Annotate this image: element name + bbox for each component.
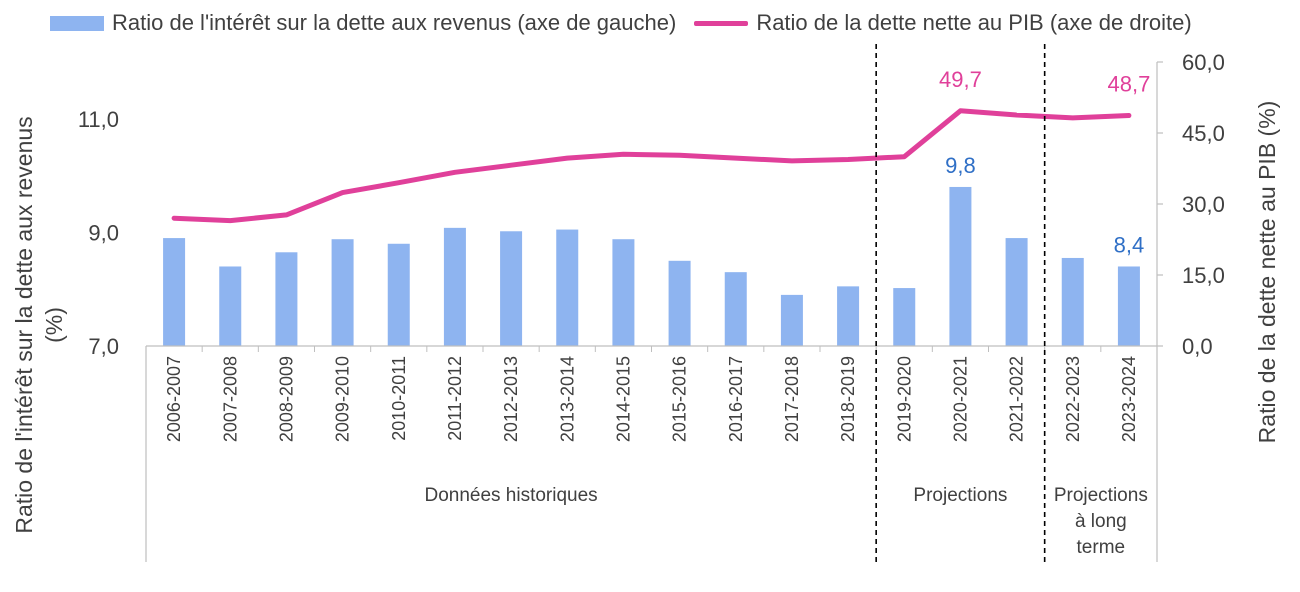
- right-tick-label: 0,0: [1182, 334, 1213, 359]
- bar-2012-2013: [500, 231, 523, 346]
- bar-2008-2009: [275, 252, 298, 346]
- bar-2009-2010: [331, 239, 354, 346]
- category-label: 2012-2013: [501, 356, 521, 442]
- line-data-label: 49,7: [939, 67, 982, 92]
- category-label: 2019-2020: [894, 356, 914, 442]
- chart-legend: Ratio de l'intérêt sur la dette aux reve…: [50, 8, 1210, 38]
- legend-bar-label: Ratio de l'intérêt sur la dette aux reve…: [112, 10, 677, 35]
- bar-data-label: 8,4: [1114, 232, 1145, 257]
- left-tick-label: 9,0: [88, 220, 119, 245]
- category-label: 2023-2024: [1119, 356, 1139, 442]
- right-tick-label: 15,0: [1182, 263, 1225, 288]
- bar-data-label: 9,8: [945, 153, 976, 178]
- bar-2007-2008: [219, 266, 242, 346]
- right-axis-title: Ratio de la dette nette au PIB (%): [1254, 101, 1280, 444]
- group-label: Projections: [913, 485, 1007, 506]
- bars-series: [163, 186, 1140, 346]
- labels: 7,0 9,0 11,0 0,0 15,0 30,0 45,0 60,0 2006-2007 20…: [11, 50, 1280, 558]
- bar-2010-2011: [387, 243, 410, 346]
- left-axis-title-line: Ratio de l'intérêt sur la dette aux reve…: [11, 116, 37, 533]
- bar-2017-2018: [780, 294, 803, 346]
- right-tick-label: 45,0: [1182, 121, 1225, 146]
- line-series: [171, 108, 1132, 224]
- bar-2018-2019: [837, 286, 860, 346]
- left-tick-label: 11,0: [78, 107, 119, 132]
- category-label: 2014-2015: [613, 356, 633, 442]
- group-label-line: Données historiques: [424, 485, 597, 506]
- bar-2015-2016: [668, 260, 691, 346]
- line-data-label: 48,7: [1108, 71, 1151, 96]
- group-label-line: Projections: [1054, 485, 1148, 506]
- group-label: Projections à long terme: [1054, 485, 1148, 558]
- bar-2020-2021: [949, 186, 972, 346]
- group-label-line: terme: [1077, 537, 1126, 558]
- left-tick-label: 7,0: [88, 334, 119, 359]
- bar-2016-2017: [724, 272, 747, 346]
- category-label: 2007-2008: [220, 356, 240, 442]
- right-tick-label: 60,0: [1182, 50, 1225, 75]
- category-label: 2006-2007: [164, 356, 184, 442]
- legend-item-bar: Ratio de l'intérêt sur la dette aux reve…: [50, 10, 676, 36]
- group-label-line: à long: [1075, 511, 1127, 532]
- category-label: 2020-2021: [950, 356, 970, 442]
- bar-2019-2020: [893, 288, 916, 346]
- category-label: 2017-2018: [782, 356, 802, 442]
- group-label: Données historiques: [424, 485, 597, 506]
- category-label: 2015-2016: [670, 356, 690, 442]
- category-label: 2021-2022: [1007, 356, 1027, 442]
- category-label: 2008-2009: [276, 356, 296, 442]
- bar-2006-2007: [163, 238, 186, 346]
- bar-2021-2022: [1005, 238, 1028, 346]
- bar-2014-2015: [612, 239, 635, 346]
- legend-line-swatch: [694, 20, 749, 26]
- bar-2011-2012: [443, 227, 466, 346]
- bar-2023-2024: [1117, 266, 1140, 346]
- bar-2013-2014: [556, 229, 579, 346]
- category-label: 2010-2011: [389, 356, 409, 441]
- bar-2022-2023: [1061, 257, 1084, 346]
- category-label: 2022-2023: [1063, 356, 1083, 442]
- left-axis-title: Ratio de l'intérêt sur la dette aux reve…: [11, 116, 67, 533]
- category-label: 2016-2017: [726, 356, 746, 442]
- legend-bar-swatch: [50, 15, 104, 31]
- left-axis-title-line: (%): [41, 307, 67, 343]
- legend-line-label: Ratio de la dette nette au PIB (axe de d…: [756, 10, 1192, 35]
- category-label: 2011-2012: [445, 356, 465, 441]
- group-label-line: Projections: [913, 485, 1007, 506]
- category-label: 2009-2010: [333, 356, 353, 442]
- right-tick-label: 30,0: [1182, 192, 1225, 217]
- legend-item-line: Ratio de la dette nette au PIB (axe de d…: [694, 10, 1192, 36]
- axes: [145, 44, 1163, 562]
- category-label: 2018-2019: [838, 356, 858, 442]
- category-label: 2013-2014: [557, 356, 577, 442]
- line-dette-pib: [171, 108, 1132, 224]
